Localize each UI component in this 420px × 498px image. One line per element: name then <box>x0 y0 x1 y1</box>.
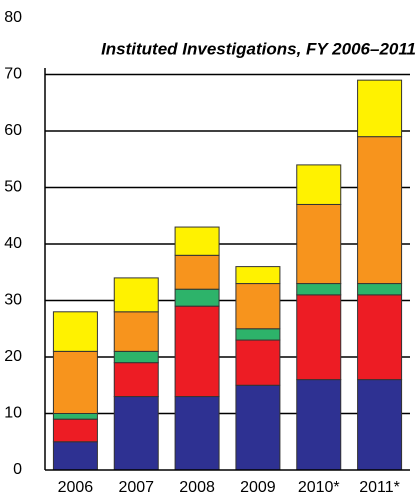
x-tick-label: 2009 <box>240 479 276 496</box>
bar-segment <box>174 396 220 471</box>
bar-segment <box>113 277 159 313</box>
y-tick-label: 70 <box>4 66 22 83</box>
x-tick-label: 2010* <box>298 479 340 496</box>
y-tick-label: 20 <box>4 348 22 365</box>
y-tick-label: 80 <box>4 9 22 26</box>
bar-segment <box>174 254 220 290</box>
bar-segment <box>296 283 342 296</box>
y-tick-label: 60 <box>4 122 22 139</box>
bar-segment <box>52 441 98 471</box>
bar-segment <box>296 379 342 471</box>
x-tick-label: 2008 <box>179 479 215 496</box>
bar-segment <box>235 266 281 285</box>
bar-segment <box>113 350 159 364</box>
bar-segment <box>296 164 342 205</box>
bar-segment <box>52 350 98 415</box>
bar-segment <box>174 288 220 307</box>
bar-segment <box>235 328 281 341</box>
bar-segment <box>113 396 159 471</box>
bar-segment <box>235 283 281 330</box>
y-tick-label: 30 <box>4 292 22 309</box>
bar-segment <box>357 136 403 285</box>
bar-segment <box>296 203 342 285</box>
bar-segment <box>52 413 98 420</box>
bar-segment <box>235 384 281 471</box>
bar-segment <box>296 294 342 381</box>
bar-segment <box>235 339 281 386</box>
y-tick-label: 40 <box>4 235 22 252</box>
bar-segment <box>357 379 403 471</box>
bar-segment <box>174 305 220 398</box>
y-tick-label: 10 <box>4 405 22 422</box>
bar-segment <box>113 362 159 398</box>
bar-segment <box>52 418 98 443</box>
chart-title: Instituted Investigations, FY 2006–2011 <box>101 39 416 58</box>
bar-segment <box>52 311 98 352</box>
bar-segment <box>113 311 159 352</box>
y-tick-label: 50 <box>4 179 22 196</box>
x-tick-label: 2006 <box>58 479 94 496</box>
bar-segment <box>357 79 403 138</box>
bar-segment <box>357 283 403 296</box>
y-tick-label: 0 <box>13 461 22 478</box>
bar-segment <box>357 294 403 381</box>
x-tick-label: 2007 <box>118 479 154 496</box>
bar-segment <box>174 226 220 256</box>
x-tick-label: 2011* <box>359 479 400 496</box>
